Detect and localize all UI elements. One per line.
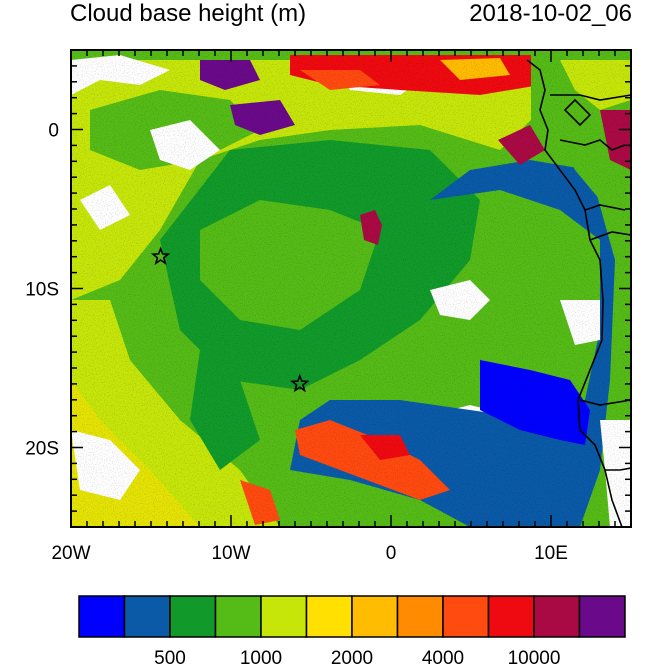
site-markers bbox=[150, 246, 310, 393]
cloud-field bbox=[71, 50, 631, 527]
colorbar: 500 1000 2000 4000 10000 bbox=[78, 595, 626, 667]
colorbar-box bbox=[487, 595, 535, 638]
colorbar-box bbox=[78, 595, 126, 638]
coastline bbox=[526, 59, 631, 527]
x-tick-label: 10W bbox=[211, 543, 250, 564]
colorbar-box bbox=[305, 595, 353, 638]
colorbar-box bbox=[396, 595, 444, 638]
colorbar-box bbox=[260, 595, 308, 638]
x-tick-label: 10E bbox=[534, 543, 568, 564]
axis-ticks: 20W 10W 0 10E 0 10S 20S bbox=[25, 49, 632, 564]
y-tick-label: 10S bbox=[25, 280, 59, 301]
map-timestamp: 2018-10-02_06 bbox=[469, 0, 632, 27]
colorbar-label: 4000 bbox=[422, 648, 464, 667]
x-tick-label: 0 bbox=[386, 543, 397, 564]
site-star-west-icon bbox=[150, 246, 171, 266]
colorbar-box bbox=[442, 595, 490, 638]
colorbar-label: 500 bbox=[154, 648, 186, 667]
y-tick-label: 0 bbox=[48, 121, 59, 142]
x-tick-label: 20W bbox=[51, 543, 90, 564]
colorbar-label: 10000 bbox=[508, 648, 561, 667]
colorbar-box bbox=[533, 595, 581, 638]
colorbar-box bbox=[578, 595, 626, 638]
map-title: Cloud base height (m) bbox=[70, 0, 307, 27]
site-star-south-icon bbox=[290, 373, 310, 393]
colorbar-label: 2000 bbox=[331, 648, 373, 667]
colorbar-box bbox=[351, 595, 399, 638]
y-tick-label: 20S bbox=[25, 439, 59, 460]
colorbar-label: 1000 bbox=[240, 648, 282, 667]
colorbar-box bbox=[123, 595, 171, 638]
colorbar-box bbox=[214, 595, 262, 638]
colorbar-box bbox=[169, 595, 217, 638]
